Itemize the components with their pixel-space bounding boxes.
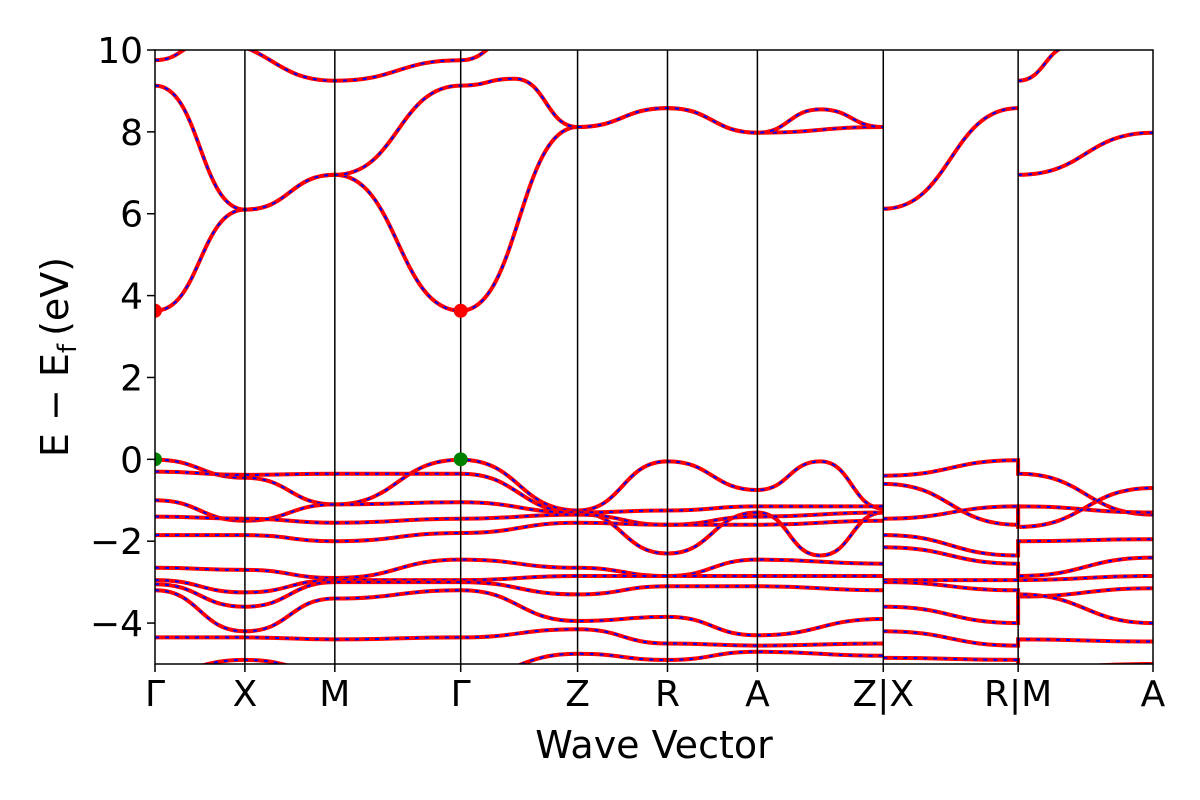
x-tick-label-5: R [655,674,680,715]
x-tick-label-9: A [1141,674,1166,715]
band-line-overlay-6 [155,574,884,594]
y-tick-label-0: −4 [90,604,143,645]
y-tick-label-5: 6 [120,195,143,236]
band-line-overlay-12 [155,77,884,211]
band-line-overlay-4 [155,519,884,543]
x-tick-label-4: Z [565,674,590,715]
band-line-overlay-19 [883,575,1153,582]
band-line-overlay-8 [155,589,884,637]
band-line-overlay-25 [1018,131,1153,176]
x-tick-label-1: X [233,674,258,715]
y-axis-label-main: E − E [33,353,77,457]
y-axis-label: E − Ef (eV) [33,257,83,457]
band-line-overlay-22 [883,630,1153,647]
y-tick-label-3: 2 [120,358,143,399]
cbm-marker-0 [155,303,162,318]
band-line-7 [155,580,884,609]
band-line-overlay-0 [155,458,884,512]
band-line-overlay-20 [883,581,1153,598]
band-line-overlay-3 [155,511,884,526]
y-axis-ticks: −4 −2 0 2 4 6 8 10 [90,31,155,645]
x-tick-label-6: A [745,674,770,715]
x-axis-ticks: Γ X M Γ Z R A Z|X R|M A [145,664,1166,715]
band-line-5 [155,557,884,581]
band-line-12 [155,76,884,212]
band-line-11 [155,106,884,313]
x-tick-label-8: R|M [984,674,1052,715]
y-tick-label-7: 10 [97,31,143,72]
x-axis-label: Wave Vector [535,723,773,767]
x-tick-label-2: M [319,674,350,715]
y-tick-label-2: 0 [120,440,143,481]
plot-frame [154,49,1154,665]
vbm-marker-0 [155,452,162,467]
band-line-overlay-26 [1018,50,1061,82]
band-line-overlay-9 [155,628,884,647]
y-tick-label-6: 8 [120,113,143,154]
x-tick-label-3: Γ [451,674,471,715]
band-lines [155,50,1153,664]
band-line-10 [199,649,884,664]
band-line-0 [155,457,884,513]
band-extrema-markers [155,303,468,467]
cbm-marker-1 [453,303,468,318]
y-axis-label-unit: (eV) [33,257,77,336]
band-line-24 [883,106,1019,211]
high-symmetry-lines [244,50,1019,664]
x-tick-label-7: Z|X [853,674,914,715]
band-line-overlay-15 [883,482,1153,526]
x-tick-label-0: Γ [145,674,165,715]
y-tick-label-1: −2 [90,522,143,563]
band-line-overlay-2 [155,499,884,522]
vbm-marker-1 [453,452,468,467]
band-line-overlay-16 [883,487,1153,528]
band-line-overlay-23 [883,656,1153,664]
band-line-overlay-24 [883,107,1019,210]
y-axis-label-sub: f [53,343,83,353]
y-tick-label-4: 4 [120,277,143,318]
band-line-9 [155,627,884,648]
band-line-overlay-11 [155,107,884,312]
